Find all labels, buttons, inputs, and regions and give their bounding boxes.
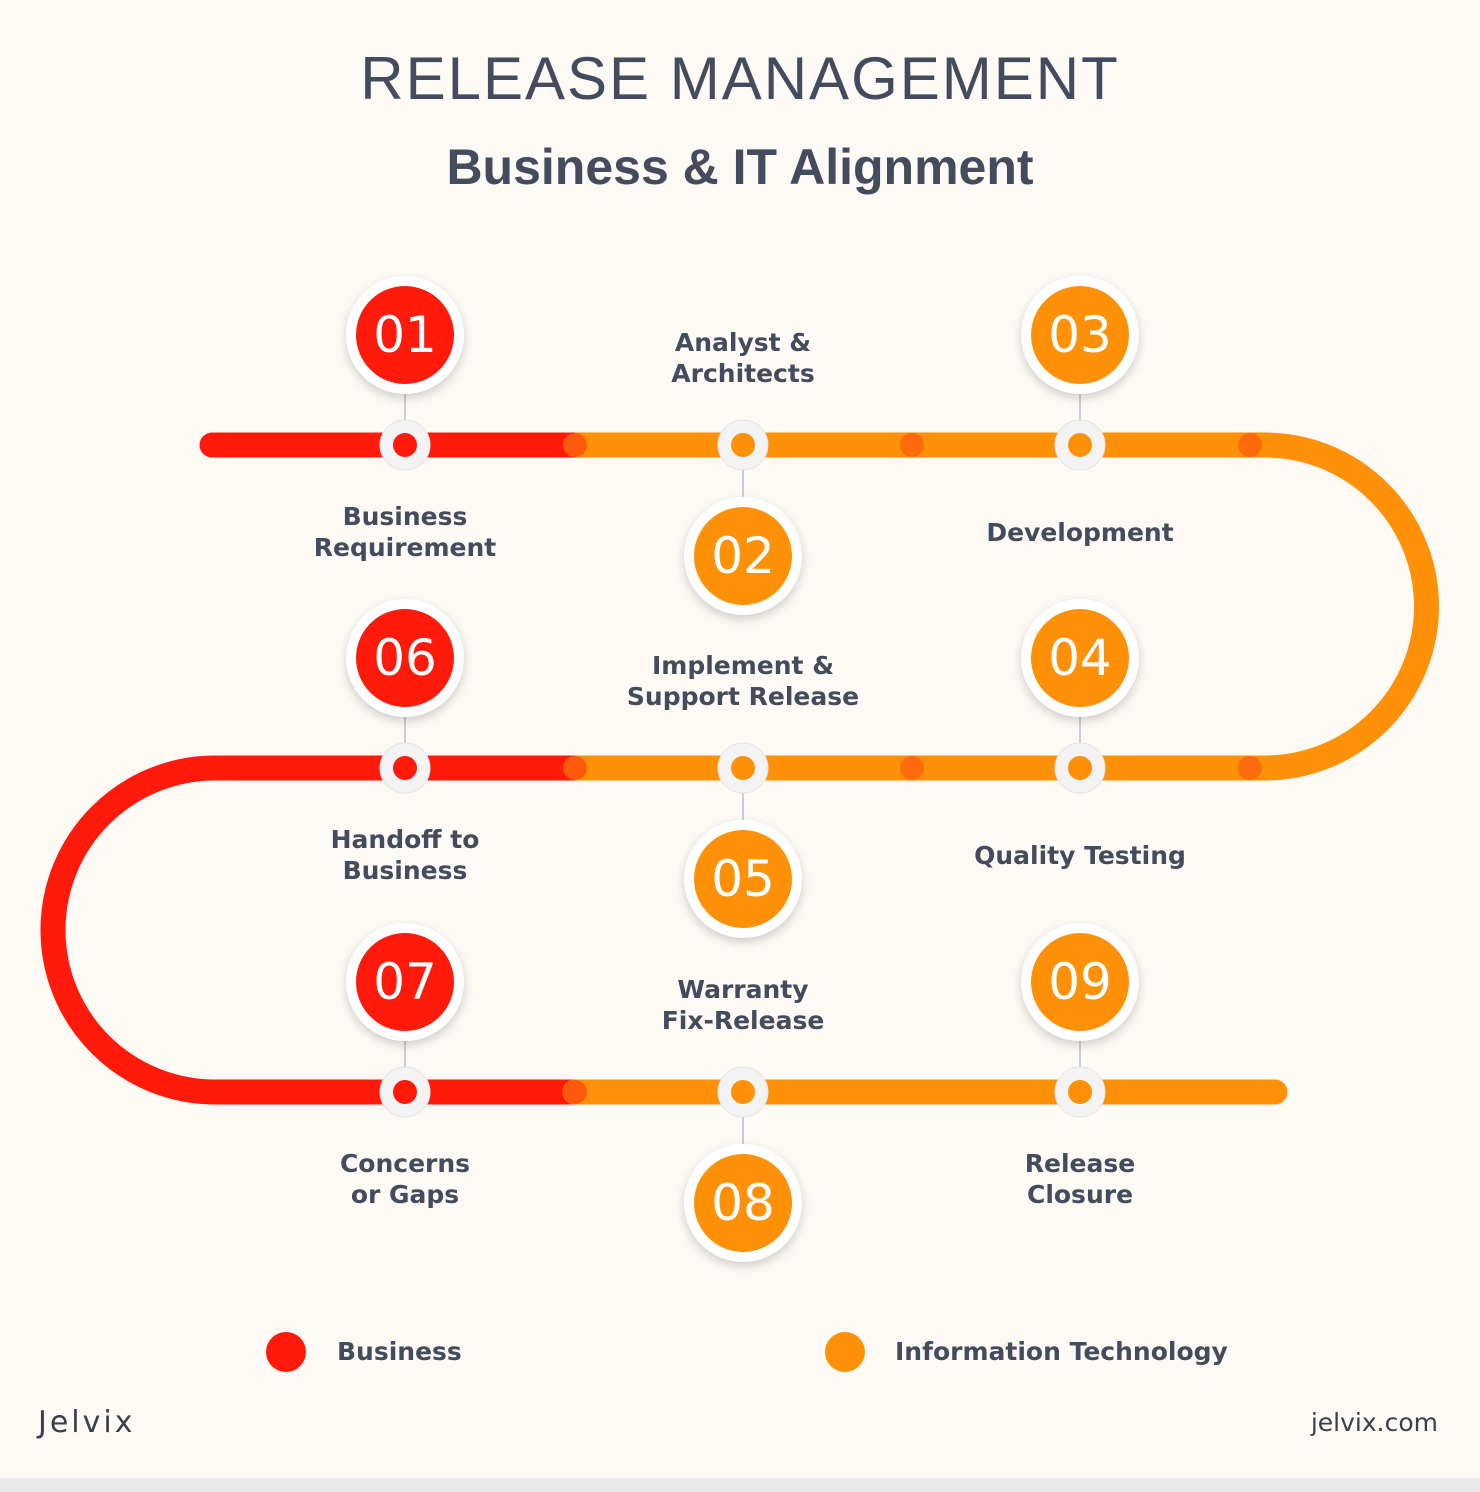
- step-badge-01: 01: [346, 276, 464, 394]
- step-badge-08: 08: [684, 1144, 802, 1262]
- step-label-08: Warranty Fix-Release: [661, 975, 825, 1035]
- step-number: 09: [1031, 933, 1129, 1031]
- step-label-05: Implement & Support Release: [626, 651, 860, 711]
- legend-it-label: Information Technology: [895, 1337, 1228, 1366]
- jelvix-logo: Jelvix: [38, 1405, 136, 1440]
- track-junction-dot: [1238, 433, 1262, 457]
- track-junction-dot: [563, 756, 587, 780]
- step-badge-02: 02: [684, 497, 802, 615]
- track-node-dot: [393, 1080, 417, 1104]
- track-node-dot: [731, 1080, 755, 1104]
- legend-business-label: Business: [337, 1337, 462, 1366]
- step-label-03: Development: [986, 517, 1174, 547]
- page-subtitle: Business & IT Alignment: [446, 139, 1034, 195]
- site-url: jelvix.com: [1310, 1408, 1438, 1437]
- step-label-07: Concerns or Gaps: [339, 1149, 471, 1209]
- track-node-dot: [393, 756, 417, 780]
- track-junction-dot: [563, 1080, 587, 1104]
- step-number: 07: [356, 933, 454, 1031]
- step-badge-07: 07: [346, 923, 464, 1041]
- track-node-dot: [1068, 1080, 1092, 1104]
- step-number: 03: [1031, 286, 1129, 384]
- step-number: 08: [694, 1154, 792, 1252]
- step-number: 02: [694, 507, 792, 605]
- track-junction-dot: [563, 433, 587, 457]
- legend-business-swatch: [266, 1332, 306, 1372]
- step-number: 04: [1031, 609, 1129, 707]
- track-junction-dot: [900, 756, 924, 780]
- legend-it-swatch: [825, 1332, 865, 1372]
- step-badge-05: 05: [684, 820, 802, 938]
- track-node-dot: [731, 756, 755, 780]
- track-node-dot: [731, 433, 755, 457]
- track-curve-left: [40, 755, 230, 1105]
- track-node-dot: [1068, 756, 1092, 780]
- step-badge-06: 06: [346, 599, 464, 717]
- step-label-04: Quality Testing: [974, 840, 1186, 870]
- step-label-01: Business Requirement: [313, 502, 497, 562]
- step-badge-04: 04: [1021, 599, 1139, 717]
- page-title: RELEASE MANAGEMENT: [360, 45, 1120, 112]
- step-badge-09: 09: [1021, 923, 1139, 1041]
- track-node-dot: [1068, 433, 1092, 457]
- step-number: 06: [356, 609, 454, 707]
- step-number: 01: [356, 286, 454, 384]
- track-junction-dot: [1238, 756, 1262, 780]
- step-label-06: Handoff to Business: [330, 825, 480, 885]
- track-node-dot: [393, 433, 417, 457]
- track-junction-dot: [900, 433, 924, 457]
- track-curve-right: [1250, 432, 1439, 781]
- step-label-09: Release Closure: [1024, 1149, 1136, 1209]
- step-badge-03: 03: [1021, 276, 1139, 394]
- step-number: 05: [694, 830, 792, 928]
- step-label-02: Analyst & Architects: [671, 328, 815, 388]
